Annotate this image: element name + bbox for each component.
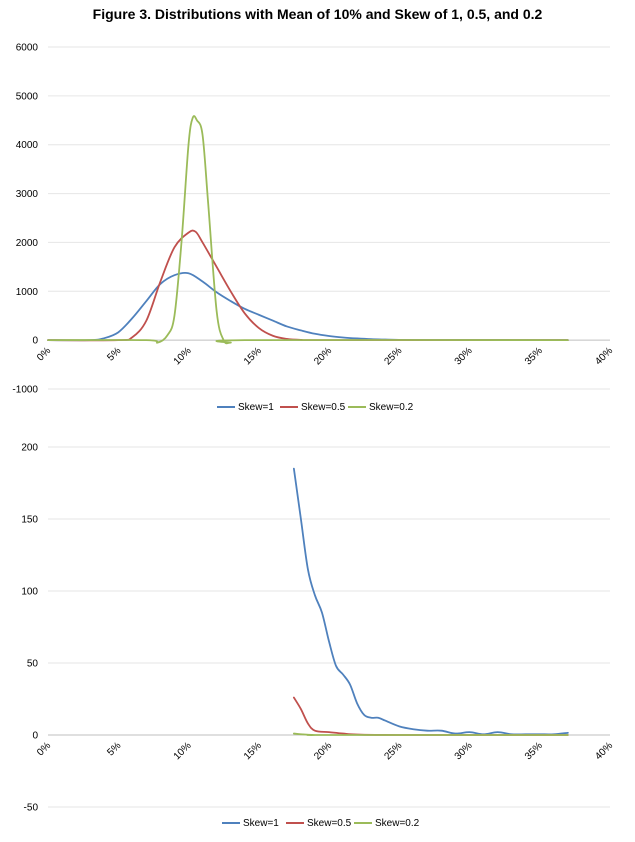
x-tick-label: 20% — [312, 740, 334, 762]
legend-label: Skew=0.2 — [369, 402, 414, 413]
x-tick-label: 5% — [105, 740, 123, 758]
chart-title: Figure 3. Distributions with Mean of 10%… — [92, 6, 543, 22]
x-tick-label: 35% — [523, 740, 545, 762]
y-tick-label: -50 — [24, 803, 39, 814]
series-line-skew-0-2 — [292, 732, 569, 736]
y-tick-label: 50 — [27, 659, 39, 670]
series-line-skew-0-5 — [292, 696, 569, 736]
legend-label: Skew=1 — [238, 402, 274, 413]
x-tick-label: 35% — [523, 345, 545, 367]
y-tick-label: 100 — [21, 587, 38, 598]
series-line-skew-1 — [292, 467, 569, 736]
y-tick-label: 0 — [32, 336, 38, 347]
y-tick-label: 2000 — [16, 238, 39, 249]
series-line-skew-1 — [47, 271, 569, 342]
x-tick-label: 15% — [242, 345, 264, 367]
legend-label: Skew=0.2 — [375, 818, 420, 829]
y-tick-label: 3000 — [16, 189, 39, 200]
y-tick-label: 0 — [32, 731, 38, 742]
y-tick-label: 1000 — [16, 287, 39, 298]
x-tick-label: 15% — [242, 740, 264, 762]
x-tick-label: 40% — [593, 345, 615, 367]
legend-label: Skew=1 — [243, 818, 279, 829]
x-tick-label: 0% — [35, 740, 53, 758]
x-tick-label: 30% — [453, 345, 475, 367]
x-tick-label: 25% — [382, 345, 404, 367]
x-tick-label: 40% — [593, 740, 615, 762]
y-tick-label: -1000 — [12, 385, 38, 396]
y-tick-label: 5000 — [16, 91, 39, 102]
x-tick-label: 5% — [105, 345, 123, 363]
x-tick-label: 25% — [382, 740, 404, 762]
x-tick-label: 30% — [453, 740, 475, 762]
x-tick-label: 0% — [35, 345, 53, 363]
y-tick-label: 6000 — [16, 43, 39, 54]
legend-label: Skew=0.5 — [307, 818, 352, 829]
chart-top: 6000 5000 4000 3000 2000 1000 0 -1000 0% 5% 10% 15%… — [12, 43, 615, 414]
y-tick-label: 150 — [21, 515, 38, 526]
y-tick-label: 200 — [21, 443, 38, 454]
x-tick-label: 10% — [172, 740, 194, 762]
y-tick-label: 4000 — [16, 140, 39, 151]
x-tick-label: 10% — [172, 345, 194, 367]
chart-bottom: 200 150 100 50 0 -50 0% 5% 10% 15% 20% 25% 30% 35% 40%… — [21, 443, 615, 830]
legend-label: Skew=0.5 — [301, 402, 346, 413]
x-tick-label: 20% — [312, 345, 334, 367]
series-line-skew-0-2 — [47, 115, 569, 345]
